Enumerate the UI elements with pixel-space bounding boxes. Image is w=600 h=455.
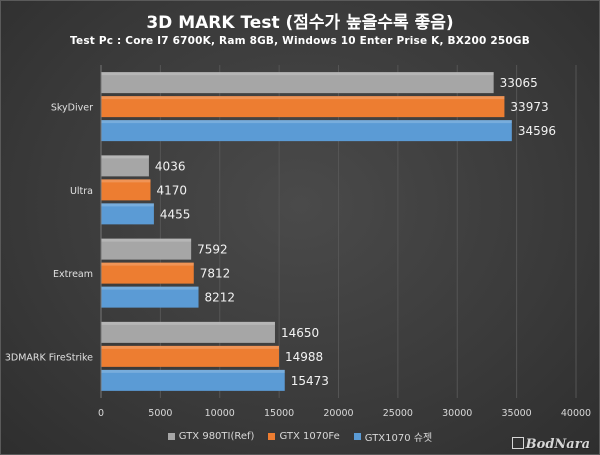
- data-label: 14650: [281, 326, 319, 340]
- legend-swatch: [268, 433, 276, 440]
- watermark-logo: BodNara: [511, 437, 590, 452]
- data-label: 33065: [500, 76, 538, 90]
- bar-highlight: [101, 203, 154, 207]
- bar-highlight: [101, 369, 285, 373]
- legend-swatch: [167, 433, 175, 440]
- category-label: Extream: [53, 269, 93, 280]
- bar-highlight: [101, 262, 194, 266]
- bar-highlight: [101, 238, 192, 242]
- x-tick-label: 0: [98, 408, 104, 419]
- legend-label: GTX1070 슈젯: [364, 433, 433, 444]
- watermark-box-icon: [511, 437, 524, 449]
- x-tick-label: 40000: [561, 408, 591, 419]
- data-label: 15473: [291, 374, 329, 388]
- bar-highlight: [101, 286, 199, 290]
- data-label: 4170: [157, 183, 188, 197]
- bar: [101, 72, 494, 94]
- chart-title: 3D MARK Test (점수가 높을수록 좋음): [146, 13, 454, 33]
- data-label: 4036: [155, 159, 186, 173]
- data-label: 14988: [285, 350, 323, 364]
- bar: [101, 321, 275, 343]
- category-label: 3DMARK FireStrike: [5, 352, 93, 363]
- bar: [101, 120, 512, 142]
- x-tick-label: 35000: [502, 408, 532, 419]
- x-tick-label: 30000: [442, 408, 472, 419]
- legend-item: GTX 980TI(Ref): [167, 429, 255, 444]
- bar: [101, 262, 194, 284]
- watermark-text: BodNara: [525, 437, 590, 452]
- legend-item: GTX 1070Fe: [268, 429, 340, 444]
- bar-highlight: [101, 120, 512, 124]
- x-tick-label: 5000: [148, 408, 172, 419]
- bar: [101, 96, 505, 118]
- legend-swatch: [353, 433, 361, 440]
- legend-label: GTX 1070Fe: [279, 431, 340, 442]
- data-label: 4455: [160, 207, 191, 221]
- chart-legend: GTX 980TI(Ref) GTX 1070Fe GTX1070 슈젯: [0, 429, 600, 444]
- bar: [101, 203, 154, 225]
- data-label: 8212: [205, 291, 236, 305]
- x-tick-label: 20000: [323, 408, 353, 419]
- x-tick-label: 10000: [205, 408, 235, 419]
- data-label: 33973: [510, 100, 548, 114]
- bar: [101, 179, 151, 201]
- bar: [101, 345, 279, 367]
- x-tick-label: 15000: [264, 408, 294, 419]
- bar: [101, 238, 192, 260]
- x-tick-label: 25000: [383, 408, 413, 419]
- bar: [101, 286, 199, 308]
- bar-highlight: [101, 321, 275, 325]
- data-label: 34596: [518, 124, 556, 138]
- bar: [101, 369, 285, 391]
- bar-highlight: [101, 345, 279, 349]
- bar: [101, 155, 149, 177]
- bar-highlight: [101, 96, 505, 100]
- legend-label: GTX 980TI(Ref): [178, 431, 255, 442]
- category-label: SkyDiver: [51, 103, 93, 114]
- data-label: 7592: [197, 243, 228, 257]
- data-label: 7812: [200, 267, 231, 281]
- legend-item: GTX1070 슈젯: [353, 429, 433, 444]
- bar-highlight: [101, 155, 149, 159]
- bar-highlight: [101, 179, 151, 183]
- bar-highlight: [101, 72, 494, 76]
- category-label: Ultra: [70, 186, 93, 197]
- chart-subtitle: Test Pc : Core I7 6700K, Ram 8GB, Window…: [70, 35, 530, 47]
